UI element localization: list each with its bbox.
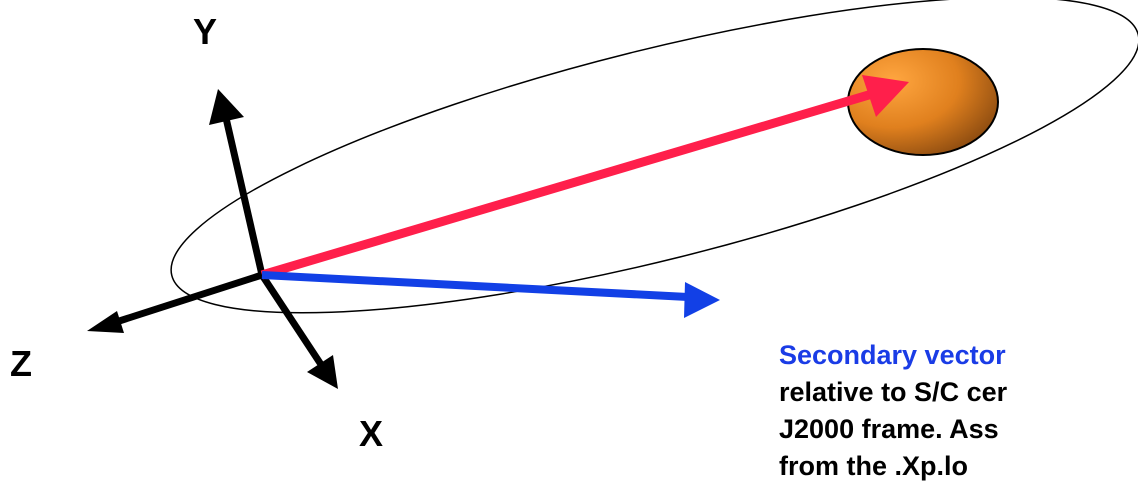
secondary-vector-arrowhead bbox=[684, 282, 720, 318]
primary-vector-arrowhead bbox=[862, 75, 909, 117]
x-axis-line bbox=[259, 273, 325, 368]
y-axis-arrowhead bbox=[209, 89, 244, 125]
caption-line-1: Secondary vector bbox=[779, 340, 1006, 370]
secondary-vector-caption: Secondary vector relative to S/C cer J20… bbox=[779, 337, 1138, 485]
z-axis-label: Z bbox=[10, 343, 32, 384]
z-axis-arrowhead bbox=[87, 311, 124, 333]
caption-line-3: J2000 frame. Ass bbox=[779, 414, 999, 444]
x-axis-arrowhead bbox=[307, 355, 338, 389]
y-axis-line bbox=[222, 117, 266, 276]
secondary-vector bbox=[261, 271, 720, 318]
y-axis-label: Y bbox=[193, 11, 218, 52]
orbit-ellipse bbox=[170, 0, 1138, 314]
primary-vector bbox=[260, 75, 909, 280]
target-body bbox=[847, 48, 999, 156]
caption-line-2: relative to S/C cer bbox=[779, 377, 1008, 407]
x-axis-label: X bbox=[359, 413, 384, 454]
caption-line-4: from the .Xp.lo bbox=[779, 451, 968, 481]
coordinate-axes bbox=[87, 89, 338, 389]
frame-diagram bbox=[87, 0, 1138, 389]
z-axis-line bbox=[111, 271, 264, 327]
